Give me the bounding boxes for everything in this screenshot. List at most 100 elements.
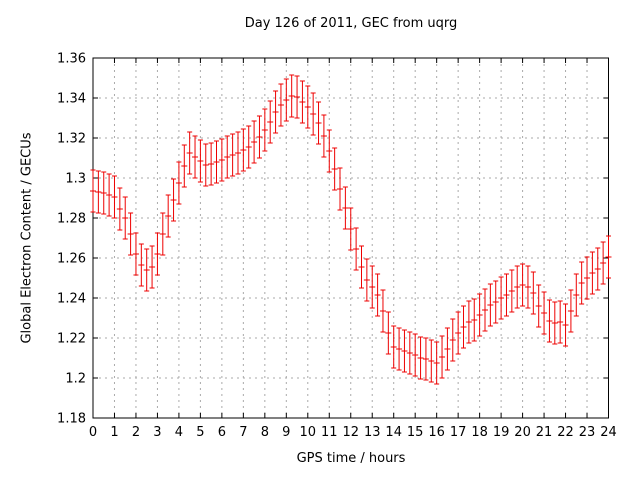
errorbar (192, 135, 199, 179)
errorbar (122, 196, 129, 240)
x-tick-label: 2 (132, 425, 140, 440)
errorbar (481, 288, 488, 332)
errorbar (90, 169, 96, 213)
errorbar (417, 336, 424, 380)
y-tick-label: 1.24 (57, 292, 86, 307)
series-gec (90, 74, 612, 385)
errorbar (487, 283, 494, 327)
y-tick-label: 1.18 (57, 412, 86, 427)
errorbar (320, 114, 327, 158)
errorbar (132, 232, 139, 276)
errorbar (600, 241, 607, 285)
errorbar (347, 207, 354, 251)
errorbar (455, 311, 462, 355)
errorbar (213, 140, 220, 184)
errorbar (369, 265, 376, 309)
errorbar (508, 269, 515, 313)
errorbar (154, 232, 161, 276)
errorbar (149, 245, 156, 289)
x-tick-label: 13 (364, 425, 381, 440)
x-tick-label: 4 (175, 425, 183, 440)
errorbar (186, 131, 193, 175)
errorbar (428, 339, 435, 383)
errorbar (514, 265, 521, 309)
errorbar (299, 80, 306, 124)
errorbar (557, 300, 564, 344)
errorbar (127, 212, 134, 256)
y-tick-label: 1.2 (65, 372, 86, 387)
errorbar (396, 327, 403, 371)
errorbar (331, 147, 338, 191)
errorbar (138, 243, 145, 287)
errorbar (449, 318, 456, 362)
errorbar (229, 133, 236, 177)
errorbar (106, 173, 113, 217)
errorbar (310, 92, 317, 136)
chart-title: Day 126 of 2011, GEC from uqrg (244, 16, 458, 31)
errorbar (283, 78, 290, 122)
errorbar (385, 311, 392, 355)
errorbar (605, 235, 612, 279)
errorbar (379, 289, 386, 333)
errorbar (374, 273, 381, 317)
y-tick-label: 1.36 (57, 52, 86, 67)
errorbar (240, 128, 247, 172)
errorbar (256, 115, 263, 159)
x-tick-label: 17 (450, 425, 467, 440)
errorbar (342, 186, 349, 230)
errorbar (578, 261, 585, 305)
errorbar (294, 75, 301, 119)
errorbar (261, 108, 268, 152)
errorbar (358, 245, 365, 289)
errorbar (471, 298, 478, 342)
errorbar (111, 175, 118, 219)
errorbar (208, 142, 215, 186)
errorbar (562, 303, 569, 347)
errorbar (245, 125, 252, 169)
errorbar (234, 131, 241, 175)
x-tick-label: 15 (407, 425, 424, 440)
errorbar (460, 305, 467, 349)
errorbar (406, 331, 413, 375)
errorbar (116, 187, 123, 231)
errorbar (181, 144, 188, 188)
errorbar (401, 329, 408, 373)
errorbar (363, 258, 370, 302)
errorbar (170, 178, 177, 222)
x-tick-label: 0 (89, 425, 97, 440)
errorbar (315, 101, 322, 145)
errorbar (288, 74, 295, 118)
x-tick-label: 9 (282, 425, 290, 440)
y-tick-label: 1.22 (57, 332, 86, 347)
errorbar (503, 273, 510, 317)
x-tick-label: 10 (300, 425, 317, 440)
errorbar (551, 301, 558, 345)
errorbar (390, 325, 397, 369)
x-tick-label: 11 (321, 425, 338, 440)
x-tick-label: 8 (261, 425, 269, 440)
x-tick-label: 12 (342, 425, 359, 440)
errorbar (353, 227, 360, 271)
errorbar (524, 265, 531, 309)
errorbar (433, 341, 440, 385)
errorbar (159, 212, 166, 256)
errorbar (541, 291, 548, 335)
y-tick-label: 1.34 (57, 92, 86, 107)
errorbar (143, 248, 150, 292)
x-tick-label: 7 (239, 425, 247, 440)
errorbar (567, 289, 574, 333)
errorbar (337, 167, 344, 211)
errorbar (439, 335, 446, 379)
errorbar (175, 161, 182, 205)
x-tick-label: 22 (557, 425, 574, 440)
x-tick-label: 3 (153, 425, 161, 440)
errorbar (465, 300, 472, 344)
x-tick-label: 21 (536, 425, 553, 440)
errorbar (444, 327, 451, 371)
x-tick-label: 16 (428, 425, 445, 440)
errorbar (546, 299, 553, 343)
errorbar (272, 90, 279, 134)
errorbar (492, 280, 499, 324)
y-tick-label: 1.26 (57, 252, 86, 267)
